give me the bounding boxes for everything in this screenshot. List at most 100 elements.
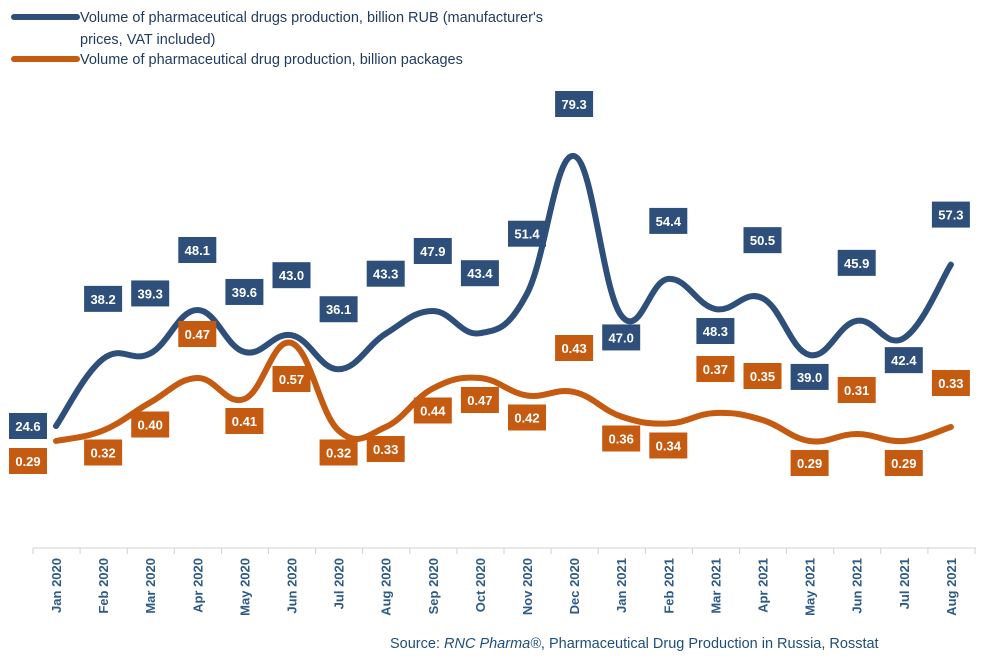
- x-tick-label: Oct 2020: [473, 558, 488, 612]
- rub-data-label-text: 36.1: [326, 302, 351, 317]
- x-tick-label: Jul 2020: [332, 558, 347, 609]
- rub-data-label-text: 45.9: [844, 256, 869, 271]
- x-tick-label: Jan 2020: [49, 558, 64, 613]
- source-brand: RNC Pharma®: [444, 636, 541, 652]
- x-tick-label: Aug 2020: [379, 558, 394, 616]
- packages-data-label: 0.29: [9, 448, 47, 474]
- packages-data-label-box: [366, 436, 405, 462]
- rub-data-label-box: [225, 278, 264, 305]
- rub-data-label: 36.1: [319, 296, 358, 323]
- rub-data-label: 39.3: [131, 280, 170, 307]
- rub-data-label-text: 43.4: [467, 266, 493, 281]
- rub-data-label: 43.4: [460, 260, 499, 287]
- rub-data-label-box: [884, 347, 923, 374]
- rub-data-label-text: 48.3: [703, 324, 728, 339]
- rub-data-label: 45.9: [837, 249, 876, 276]
- packages-data-label: 0.33: [366, 436, 405, 462]
- legend-label-rub-line2: prices, VAT included): [80, 32, 215, 48]
- rub-data-label: 50.5: [743, 227, 782, 254]
- rub-data-label-box: [790, 363, 829, 390]
- rub-data-label-text: 54.4: [656, 214, 682, 229]
- rub-data-label: 38.2: [84, 285, 123, 312]
- rub-data-label: 43.3: [366, 260, 405, 287]
- rub-data-label-box: [272, 262, 311, 289]
- rub-data-label: 79.3: [555, 91, 594, 117]
- packages-data-label-text: 0.40: [138, 418, 163, 433]
- x-tick-label: Jan 2021: [614, 558, 629, 613]
- rub-data-label-box: [413, 237, 452, 264]
- rub-data-label-box: [555, 91, 594, 117]
- packages-data-label-text: 0.57: [279, 372, 304, 387]
- rub-data-label: 57.3: [931, 201, 970, 228]
- packages-data-label: 0.47: [178, 321, 217, 347]
- packages-data-label-box: [837, 377, 876, 403]
- x-axis-ticks: Jan 2020 Feb 2020 Mar 2020 Apr 2020 May 2020…: [32, 548, 976, 616]
- rub-data-label-text: 43.3: [373, 267, 398, 282]
- packages-data-label: 0.37: [696, 356, 735, 382]
- packages-data-label: 0.31: [837, 377, 876, 403]
- rub-data-label-box: [649, 207, 688, 234]
- packages-data-label-text: 0.36: [609, 432, 634, 447]
- packages-data-label: 0.41: [225, 408, 264, 434]
- packages-data-label-box: [319, 439, 358, 466]
- packages-data-label-box: [602, 425, 641, 452]
- packages-data-label: 0.32: [84, 439, 123, 466]
- rub-data-label: 47.9: [413, 237, 452, 264]
- packages-data-label-box: [931, 370, 970, 396]
- rub-data-label-text: 48.1: [185, 243, 210, 258]
- packages-data-label-text: 0.47: [185, 327, 210, 342]
- x-tick-label: Mar 2020: [143, 558, 158, 614]
- packages-data-label: 0.32: [319, 439, 358, 466]
- rub-data-label: 39.6: [225, 278, 264, 305]
- packages-data-label-text: 0.29: [891, 456, 916, 471]
- packages-data-label-text: 0.32: [90, 446, 115, 461]
- packages-data-label: 0.36: [602, 425, 641, 452]
- rub-data-label-box: [366, 260, 405, 287]
- packages-data-label-box: [696, 356, 735, 382]
- packages-data-label-text: 0.34: [656, 439, 682, 454]
- legend: Volume of pharmaceutical drugs productio…: [11, 10, 543, 68]
- rub-data-label-text: 39.3: [138, 286, 163, 301]
- packages-data-label-text: 0.42: [514, 411, 539, 426]
- series-lines: [53, 153, 954, 445]
- source-prefix: Source:: [390, 636, 444, 652]
- rub-data-label: 24.6: [9, 413, 47, 439]
- packages-data-label-text: 0.44: [420, 404, 446, 419]
- packages-data-label-box: [131, 411, 170, 438]
- rub-data-label-text: 38.2: [90, 292, 115, 307]
- packages-data-label: 0.33: [931, 370, 970, 396]
- packages-data-label: 0.40: [131, 411, 170, 438]
- x-tick-label: Feb 2020: [96, 558, 111, 614]
- packages-data-label: 0.29: [790, 450, 829, 476]
- packages-data-label: 0.34: [649, 432, 688, 459]
- packages-data-label: 0.44: [413, 397, 452, 424]
- x-tick-label: Apr 2021: [756, 558, 771, 613]
- packages-data-label-box: [225, 408, 264, 434]
- source-note: Source: RNC Pharma®, Pharmaceutical Drug…: [390, 636, 879, 652]
- rub-data-label-text: 43.0: [279, 268, 304, 283]
- packages-data-label-box: [413, 397, 452, 424]
- packages-data-label: 0.57: [272, 366, 311, 392]
- rub-data-label-text: 24.6: [15, 419, 40, 434]
- rub-data-label-box: [931, 201, 970, 228]
- rub-data-label-box: [460, 260, 499, 287]
- packages-data-label-box: [649, 432, 688, 459]
- rub-data-label-box: [9, 413, 47, 439]
- rub-data-label-box: [743, 227, 782, 254]
- x-tick-label: Sep 2020: [426, 558, 441, 614]
- packages-data-label-box: [178, 321, 217, 347]
- packages-data-label-text: 0.43: [561, 341, 586, 356]
- x-tick-label: Aug 2021: [944, 558, 959, 616]
- packages-data-label: 0.35: [743, 363, 782, 389]
- packages-data-label: 0.43: [555, 335, 594, 361]
- x-tick-label: Dec 2020: [567, 558, 582, 614]
- rub-data-label-box: [696, 318, 735, 345]
- packages-data-label-text: 0.47: [467, 393, 492, 408]
- rub-data-label-box: [837, 249, 876, 276]
- legend-label-packages: Volume of pharmaceutical drug production…: [80, 52, 463, 68]
- rub-data-label-box: [84, 285, 123, 312]
- packages-data-label-box: [743, 363, 782, 389]
- packages-data-label-text: 0.35: [750, 369, 775, 384]
- legend-label-rub-line1: Volume of pharmaceutical drugs productio…: [80, 10, 543, 26]
